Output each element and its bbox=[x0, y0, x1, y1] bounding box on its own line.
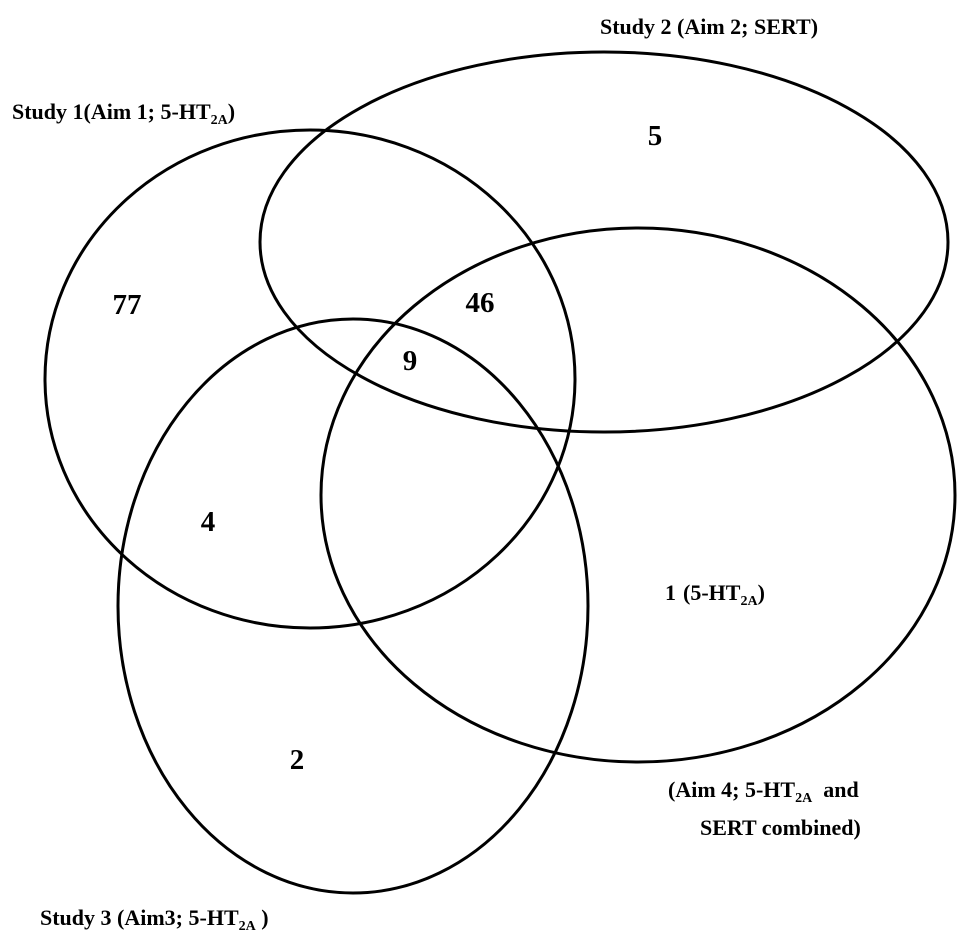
study-1-ellipse bbox=[43, 128, 577, 630]
aim-4-label-line-2: SERT combined) bbox=[700, 815, 861, 840]
label-text: (Aim 4; 5-HT bbox=[668, 777, 795, 802]
region-count-with-note: 1 (5-HT2A) bbox=[665, 580, 765, 609]
label-subscript: 2A bbox=[239, 919, 257, 934]
study-3-label: Study 3 (Aim3; 5-HT2A ) bbox=[40, 905, 269, 934]
study-2-ellipse bbox=[258, 50, 950, 434]
region-note: ) bbox=[758, 580, 765, 605]
region-note-subscript: 2A bbox=[740, 594, 758, 609]
region-count: 2 bbox=[290, 744, 305, 776]
study-1-label: Study 1(Aim 1; 5-HT2A) bbox=[12, 99, 235, 128]
label-subscript: 2A bbox=[211, 113, 229, 128]
aim-4-ellipse bbox=[319, 226, 957, 764]
label-text: and bbox=[812, 777, 858, 802]
region-count: 9 bbox=[403, 345, 418, 377]
study-2-label: Study 2 (Aim 2; SERT) bbox=[600, 14, 818, 39]
label-text: Study 3 (Aim3; 5-HT bbox=[40, 905, 239, 930]
label-text: ) bbox=[256, 905, 269, 930]
region-count: 5 bbox=[648, 120, 663, 152]
study-3-ellipse bbox=[116, 317, 590, 895]
label-text: SERT combined) bbox=[700, 815, 861, 840]
region-count: 46 bbox=[466, 287, 495, 319]
aim-4-label-line-1: (Aim 4; 5-HT2A and bbox=[668, 777, 859, 806]
label-text: Study 1(Aim 1; 5-HT bbox=[12, 99, 211, 124]
region-note: (5-HT bbox=[683, 580, 741, 605]
region-count: 4 bbox=[201, 506, 216, 538]
label-text: Study 2 (Aim 2; SERT) bbox=[600, 14, 818, 39]
region-count: 1 bbox=[665, 580, 676, 605]
label-text: ) bbox=[228, 99, 235, 124]
label-subscript: 2A bbox=[795, 791, 813, 806]
region-count: 77 bbox=[113, 289, 142, 321]
